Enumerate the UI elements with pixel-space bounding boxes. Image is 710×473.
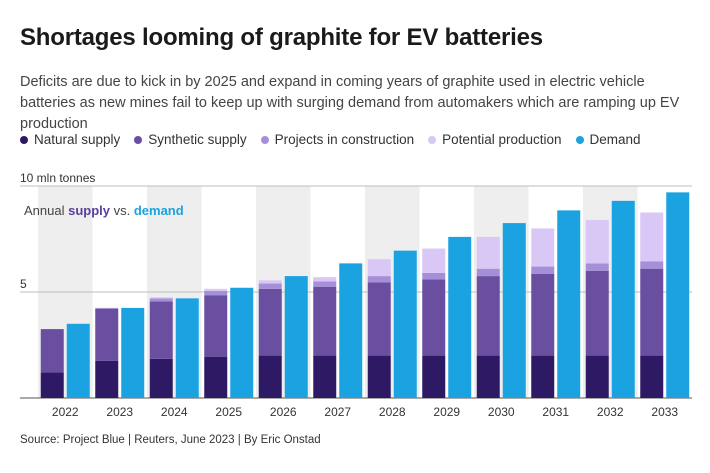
legend-swatch bbox=[134, 135, 143, 144]
bar-projects-in-construction-2023 bbox=[95, 307, 119, 309]
x-tick-label: 2024 bbox=[161, 405, 188, 419]
y-tick-label: 5 bbox=[20, 277, 27, 291]
y-axis-labels: 5 10 mln tonnes bbox=[20, 171, 95, 291]
bar-potential-production-2025 bbox=[204, 288, 228, 291]
bar-synthetic-supply-2026 bbox=[258, 288, 282, 356]
bar-natural-supply-2023 bbox=[95, 360, 119, 398]
bar-potential-production-2029 bbox=[422, 248, 446, 273]
bars bbox=[40, 192, 690, 398]
x-tick-label: 2031 bbox=[542, 405, 569, 419]
bar-natural-supply-2027 bbox=[313, 355, 337, 398]
legend-item-potential-production: Potential production bbox=[428, 132, 562, 147]
bar-potential-production-2027 bbox=[313, 277, 337, 282]
legend-label: Projects in construction bbox=[274, 132, 415, 147]
bar-natural-supply-2031 bbox=[531, 355, 555, 398]
bar-demand-2026 bbox=[284, 276, 308, 398]
bar-synthetic-supply-2024 bbox=[149, 301, 173, 359]
annotation-demand: demand bbox=[134, 203, 184, 218]
x-tick-label: 2033 bbox=[651, 405, 678, 419]
bar-demand-2032 bbox=[611, 200, 635, 398]
bar-projects-in-construction-2030 bbox=[476, 268, 500, 277]
bar-projects-in-construction-2033 bbox=[640, 261, 664, 269]
chart-subtitle: Deficits are due to kick in by 2025 and … bbox=[20, 74, 680, 132]
bar-potential-production-2031 bbox=[531, 228, 555, 267]
bar-synthetic-supply-2023 bbox=[95, 308, 119, 361]
x-tick-label: 2029 bbox=[433, 405, 460, 419]
bar-natural-supply-2032 bbox=[585, 355, 609, 398]
x-tick-label: 2022 bbox=[52, 405, 79, 419]
bar-potential-production-2026 bbox=[258, 280, 282, 284]
bar-natural-supply-2033 bbox=[640, 355, 664, 398]
bar-synthetic-supply-2027 bbox=[313, 286, 337, 356]
legend-item-synthetic-supply: Synthetic supply bbox=[134, 132, 247, 147]
legend-item-natural-supply: Natural supply bbox=[20, 132, 120, 147]
bar-demand-2031 bbox=[557, 210, 581, 398]
annotation-middle: vs. bbox=[110, 203, 134, 218]
bar-natural-supply-2028 bbox=[367, 355, 391, 398]
bar-demand-2028 bbox=[393, 250, 417, 398]
x-tick-label: 2030 bbox=[488, 405, 515, 419]
x-tick-label: 2032 bbox=[597, 405, 624, 419]
supply-vs-demand-annotation: Annual supply vs. demand bbox=[24, 203, 184, 218]
y-tick-label: 10 mln tonnes bbox=[20, 171, 95, 185]
bar-synthetic-supply-2025 bbox=[204, 295, 228, 357]
bar-projects-in-construction-2031 bbox=[531, 266, 555, 274]
x-tick-label: 2023 bbox=[106, 405, 133, 419]
bar-demand-2023 bbox=[121, 307, 145, 398]
bar-demand-2030 bbox=[502, 223, 526, 398]
x-tick-label: 2028 bbox=[379, 405, 406, 419]
bar-potential-production-2024 bbox=[149, 297, 173, 299]
bar-demand-2022 bbox=[66, 323, 90, 398]
bar-projects-in-construction-2024 bbox=[149, 298, 173, 302]
bar-demand-2033 bbox=[666, 192, 690, 398]
bar-natural-supply-2030 bbox=[476, 355, 500, 398]
bar-demand-2029 bbox=[448, 236, 472, 398]
bar-projects-in-construction-2026 bbox=[258, 283, 282, 289]
bar-natural-supply-2024 bbox=[149, 358, 173, 398]
bar-potential-production-2033 bbox=[640, 212, 664, 262]
x-tick-label: 2027 bbox=[324, 405, 351, 419]
legend-label: Synthetic supply bbox=[148, 132, 247, 147]
legend-item-projects-in-construction: Projects in construction bbox=[260, 132, 415, 147]
legend-label: Demand bbox=[589, 132, 641, 147]
bar-potential-production-2028 bbox=[367, 259, 391, 277]
annotation-supply: supply bbox=[68, 203, 111, 218]
legend-item-demand: Demand bbox=[575, 132, 641, 147]
bar-projects-in-construction-2025 bbox=[204, 290, 228, 296]
annotation-prefix: Annual bbox=[24, 203, 68, 218]
legend-swatch bbox=[428, 135, 437, 144]
source-note: Source: Project Blue | Reuters, June 202… bbox=[20, 434, 321, 446]
legend-swatch bbox=[260, 135, 269, 144]
bar-natural-supply-2022 bbox=[40, 372, 64, 398]
chart-title: Shortages looming of graphite for EV bat… bbox=[20, 24, 543, 51]
legend-swatch bbox=[20, 135, 28, 144]
bar-natural-supply-2026 bbox=[258, 355, 282, 398]
bar-synthetic-supply-2028 bbox=[367, 282, 391, 356]
x-tick-label: 2026 bbox=[270, 405, 297, 419]
bar-potential-production-2030 bbox=[476, 236, 500, 269]
bar-synthetic-supply-2029 bbox=[422, 279, 446, 356]
x-tick-label: 2025 bbox=[215, 405, 242, 419]
bar-natural-supply-2029 bbox=[422, 355, 446, 398]
bar-projects-in-construction-2028 bbox=[367, 276, 391, 283]
bar-synthetic-supply-2030 bbox=[476, 276, 500, 356]
legend-swatch bbox=[575, 135, 584, 144]
legend-label: Potential production bbox=[442, 132, 562, 147]
legend-label: Natural supply bbox=[34, 132, 121, 147]
bar-demand-2027 bbox=[339, 263, 363, 398]
bar-projects-in-construction-2027 bbox=[313, 281, 337, 287]
bar-synthetic-supply-2032 bbox=[585, 270, 609, 356]
bar-natural-supply-2025 bbox=[204, 356, 228, 398]
bar-demand-2024 bbox=[175, 298, 199, 398]
legend: Natural supply Synthetic supply Projects… bbox=[20, 132, 641, 147]
bar-synthetic-supply-2033 bbox=[640, 268, 664, 356]
bar-projects-in-construction-2032 bbox=[585, 263, 609, 271]
bar-synthetic-supply-2022 bbox=[40, 329, 64, 373]
bar-potential-production-2032 bbox=[585, 219, 609, 264]
x-axis-labels: 2022 2023 2024 2025 2026 2027 2028 2029 2030 2031… bbox=[52, 405, 679, 419]
bar-projects-in-construction-2029 bbox=[422, 272, 446, 280]
bar-demand-2025 bbox=[230, 287, 254, 398]
bar-synthetic-supply-2031 bbox=[531, 273, 555, 356]
